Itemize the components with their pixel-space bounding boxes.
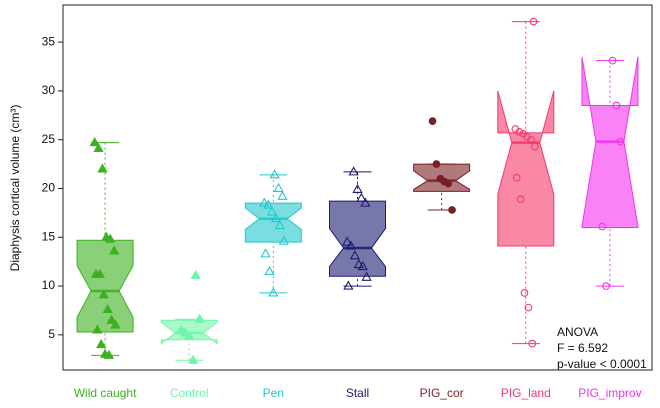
annotation: ANOVA bbox=[557, 325, 598, 339]
data-point bbox=[529, 17, 538, 26]
data-point bbox=[345, 240, 357, 250]
y-tick-label: 10 bbox=[42, 278, 56, 292]
data-point bbox=[106, 314, 117, 324]
data-point bbox=[274, 219, 285, 230]
x-tick-label: Stall bbox=[346, 386, 369, 400]
annotation: p-value < 0.0001 bbox=[557, 357, 647, 371]
data-point bbox=[270, 213, 282, 223]
data-point bbox=[356, 192, 367, 202]
box bbox=[76, 239, 134, 333]
data-point bbox=[266, 206, 278, 216]
x-tick-label: Wild caught bbox=[74, 386, 137, 400]
data-point bbox=[528, 339, 537, 348]
data-point bbox=[516, 195, 525, 204]
data-point bbox=[524, 303, 533, 312]
plot-frame bbox=[62, 4, 653, 371]
data-point bbox=[190, 269, 201, 279]
data-point bbox=[343, 280, 354, 290]
data-point bbox=[194, 313, 205, 323]
data-point bbox=[273, 182, 284, 193]
data-point bbox=[520, 289, 529, 297]
data-point bbox=[357, 260, 368, 271]
data-point bbox=[527, 135, 535, 144]
y-tick-label: 5 bbox=[48, 327, 55, 341]
data-point bbox=[352, 183, 363, 194]
data-point bbox=[268, 287, 279, 297]
data-point bbox=[341, 236, 353, 246]
x-tick-label: Control bbox=[170, 386, 209, 400]
data-point bbox=[444, 179, 452, 188]
data-point bbox=[110, 319, 121, 329]
x-tick-label: PIG_improv bbox=[578, 386, 641, 400]
data-point bbox=[89, 136, 100, 147]
x-tick-label: Pen bbox=[263, 386, 284, 400]
data-point bbox=[98, 289, 109, 299]
data-point bbox=[353, 258, 364, 269]
data-point bbox=[612, 101, 621, 110]
data-point bbox=[361, 271, 372, 281]
data-point bbox=[94, 268, 106, 278]
data-point bbox=[349, 250, 361, 260]
annotation: F = 6.592 bbox=[557, 341, 608, 355]
data-point bbox=[184, 330, 195, 340]
x-tick-label: PIG_land bbox=[501, 386, 551, 400]
y-tick-label: 25 bbox=[42, 132, 56, 146]
data-point bbox=[278, 235, 289, 245]
y-axis-label: Diaphysis cortical volume (cm³) bbox=[8, 105, 22, 272]
data-point bbox=[608, 56, 617, 65]
data-point bbox=[531, 142, 539, 151]
data-point bbox=[432, 160, 441, 168]
data-point bbox=[97, 163, 108, 173]
data-point bbox=[616, 137, 625, 146]
data-point bbox=[515, 128, 524, 136]
data-point bbox=[93, 142, 104, 153]
x-tick-label: PIG_cor bbox=[420, 386, 464, 400]
data-point bbox=[264, 265, 275, 275]
y-tick-label: 35 bbox=[42, 34, 56, 48]
data-point bbox=[263, 199, 274, 209]
box bbox=[497, 90, 555, 247]
y-tick-label: 15 bbox=[42, 229, 56, 243]
y-tick-label: 20 bbox=[42, 181, 56, 195]
data-point bbox=[105, 233, 116, 243]
data-point bbox=[259, 197, 270, 207]
box bbox=[329, 200, 386, 277]
data-point bbox=[448, 206, 456, 214]
data-point bbox=[187, 354, 199, 364]
data-point bbox=[96, 339, 107, 349]
data-point bbox=[598, 222, 606, 231]
box bbox=[244, 202, 302, 243]
data-point bbox=[360, 197, 371, 207]
data-point bbox=[92, 324, 103, 334]
data-point bbox=[512, 173, 521, 182]
data-point bbox=[428, 117, 437, 125]
y-tick-label: 30 bbox=[42, 83, 56, 97]
data-point bbox=[602, 282, 610, 290]
data-point bbox=[260, 248, 271, 258]
data-point bbox=[109, 245, 120, 255]
data-point bbox=[103, 349, 115, 359]
data-point bbox=[269, 169, 280, 179]
data-point bbox=[277, 190, 288, 200]
data-point bbox=[102, 303, 113, 314]
data-point bbox=[348, 166, 359, 176]
